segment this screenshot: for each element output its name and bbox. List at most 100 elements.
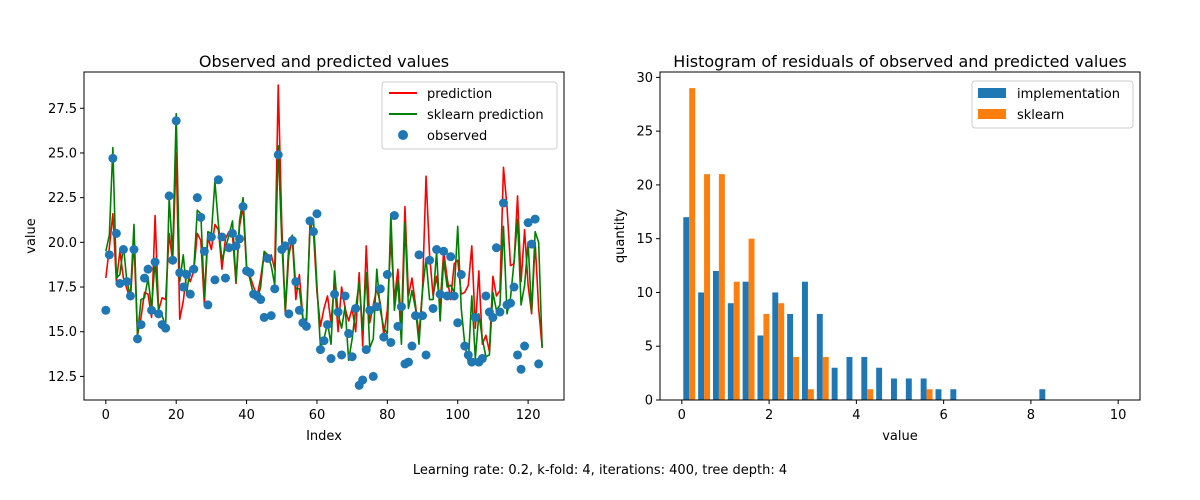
y-axis-ticks: 12.5 15.0 17.5 20.0 22.5 25.0 27.5 (48, 102, 84, 385)
histogram-bar-implementation (861, 356, 868, 400)
observed-point (132, 334, 142, 344)
observed-point (308, 227, 318, 237)
legend-swatch-sklearn (978, 109, 1006, 119)
legend-box (381, 81, 558, 150)
observed-point (333, 307, 343, 317)
c0-ytick-label: 27.5 (48, 102, 77, 117)
observed-point (407, 341, 417, 351)
x-axis-label: Index (306, 429, 342, 444)
histogram-bar-sklearn (867, 389, 874, 400)
c0-xtick-label: 0 (102, 408, 110, 423)
histogram-bar-implementation (757, 335, 764, 400)
histogram-bar-implementation (846, 356, 853, 400)
plot-frame (659, 71, 1141, 401)
observed-point (245, 268, 255, 278)
observed-point (259, 312, 269, 322)
observed-point (291, 277, 301, 287)
observed-point (129, 245, 139, 254)
observed-point (189, 264, 199, 274)
observed-point (196, 212, 206, 222)
observed-point (414, 250, 424, 260)
legend-box (971, 80, 1134, 129)
histogram-bar-sklearn (689, 88, 696, 400)
observed-point (206, 232, 216, 242)
observed-point (168, 255, 178, 265)
observed-point (382, 270, 392, 280)
chart-title: Histogram of residuals of observed and p… (673, 52, 1126, 71)
histogram-bar-implementation (801, 281, 808, 400)
observed-point (365, 305, 375, 315)
observed-point (361, 345, 371, 355)
observed-point (344, 329, 354, 339)
observed-point (411, 311, 420, 321)
observed-point (263, 253, 273, 263)
observed-point (403, 357, 413, 367)
observed-point (235, 234, 245, 244)
c1-ytick-label: 0 (645, 394, 653, 409)
observed-point (347, 352, 357, 362)
observed-point (498, 198, 508, 208)
histogram-bar-sklearn (763, 313, 770, 400)
observed-point (256, 295, 266, 305)
observed-point (178, 282, 188, 292)
observed-point (213, 175, 223, 185)
observed-point (161, 323, 171, 333)
histogram-bar-implementation (727, 303, 734, 400)
histogram-bar-implementation (891, 378, 897, 400)
c1-xtick-label: 8 (1027, 408, 1035, 423)
c1-ytick-label: 5 (645, 340, 653, 355)
observed-point (118, 245, 128, 254)
observed-point (435, 289, 445, 299)
observed-point (523, 218, 533, 228)
observed-point (509, 282, 519, 292)
c1-ytick-label: 20 (636, 178, 653, 193)
histogram-bar-implementation (905, 378, 912, 400)
histogram-bar-sklearn (733, 281, 740, 400)
observed-point (516, 364, 526, 374)
observed-point (101, 305, 111, 315)
c0-ytick-label: 17.5 (48, 281, 77, 296)
histogram-bar-sklearn (926, 389, 933, 400)
y-axis-ticks: 0 5 10 15 20 25 30 (636, 71, 660, 409)
observed-point (530, 214, 540, 224)
c1-xtick-label: 2 (765, 408, 773, 423)
histogram-bar-implementation (787, 313, 794, 400)
observed-point (488, 312, 498, 322)
observed-point (199, 246, 209, 256)
x-axis-ticks: 0 2 4 6 8 10 (678, 400, 1127, 423)
observed-point (421, 350, 431, 360)
c0-ytick-label: 20.0 (48, 236, 77, 251)
observed-point (228, 228, 237, 238)
histogram-bar-sklearn (807, 389, 814, 400)
observed-point (323, 320, 333, 330)
observed-point (312, 209, 322, 219)
observed-point (513, 350, 523, 360)
figure-caption: Learning rate: 0.2, k-fold: 4, iteration… (413, 463, 787, 478)
observed-point (467, 357, 477, 367)
legend-swatch-implementation (978, 88, 1006, 98)
histogram-bar-sklearn (778, 303, 785, 400)
observed-point (287, 236, 297, 246)
observed-point (506, 298, 516, 308)
observed-point (185, 289, 195, 299)
observed-point (491, 243, 501, 253)
histogram-bar-implementation (742, 281, 749, 400)
observed-point (428, 303, 438, 313)
histogram-bar-implementation (876, 367, 883, 400)
legend-label-sklearn: sklearn (1017, 108, 1064, 123)
observed-point (301, 321, 311, 331)
observed-point (182, 270, 192, 280)
bars-layer (683, 88, 1046, 400)
y-axis-label: value (24, 218, 39, 254)
observed-point (136, 320, 146, 330)
histogram-bar-implementation (935, 389, 942, 400)
observed-point (280, 241, 290, 251)
x-axis-ticks: 0 20 40 60 80 100 120 (102, 400, 541, 423)
observed-point (439, 246, 449, 256)
c1-xtick-label: 10 (1110, 408, 1127, 423)
histogram-bar-implementation (698, 292, 705, 400)
observed-point (122, 277, 132, 287)
observed-point (379, 332, 389, 342)
c0-xtick-label: 120 (516, 408, 541, 423)
